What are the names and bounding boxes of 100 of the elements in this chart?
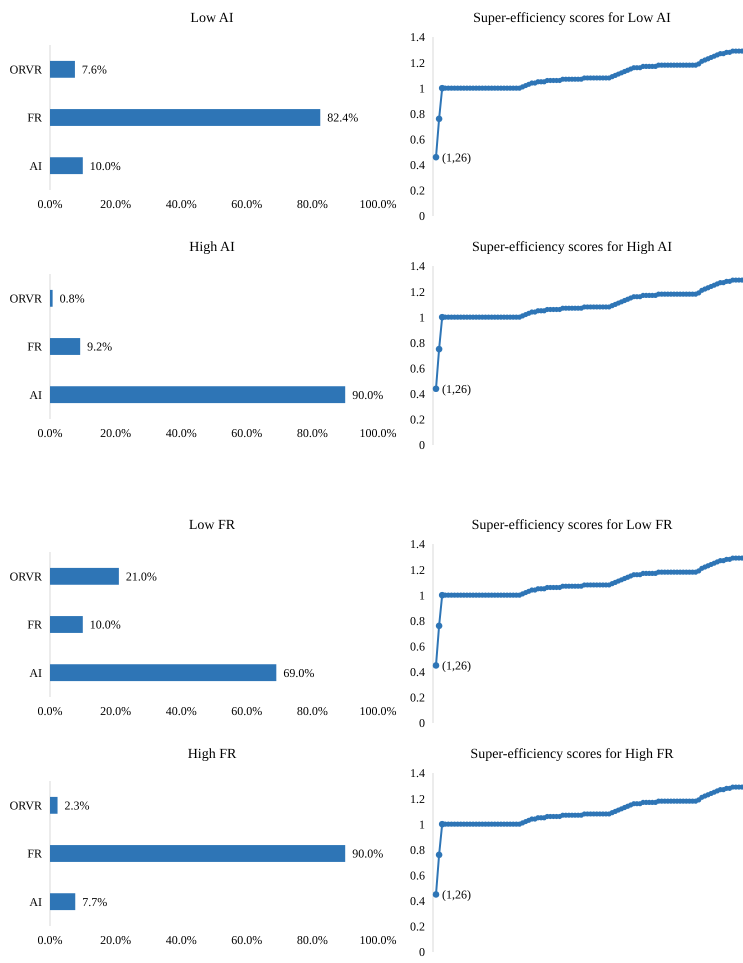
x-tick-label: 20.0% — [100, 197, 132, 211]
x-tick-label: 80.0% — [296, 933, 328, 947]
x-tick-label: 20.0% — [100, 704, 132, 718]
bar — [50, 845, 346, 862]
data-label: 7.6% — [82, 62, 107, 77]
y-tick-label: 0.8 — [410, 842, 425, 857]
x-tick-label: 60.0% — [231, 704, 262, 718]
y-tick-label: 1 — [419, 588, 425, 602]
annotation: (1,26) — [442, 888, 471, 902]
x-tick-label: 100.0% — [360, 197, 396, 211]
y-tick-label: FR — [27, 110, 42, 125]
data-label: 0.8% — [60, 292, 85, 306]
y-tick-label: 1.4 — [410, 537, 425, 552]
y-tick-label: 0.6 — [410, 361, 425, 376]
y-tick-label: AI — [29, 158, 42, 173]
y-tick-label: 0.6 — [410, 639, 425, 654]
chart-title: Super-efficiency scores for High AI — [472, 240, 672, 255]
x-tick-label: 20.0% — [100, 933, 132, 947]
chart-title: High AI — [189, 240, 236, 255]
y-tick-label: 1 — [419, 817, 425, 832]
bar — [50, 568, 119, 585]
y-tick-label: AI — [29, 388, 42, 402]
y-tick-label: 1.4 — [410, 30, 425, 44]
y-tick-label: 1.2 — [410, 284, 425, 299]
chart-title: Low FR — [188, 518, 236, 533]
annotation: (1,26) — [442, 382, 471, 396]
y-tick-label: ORVR — [10, 570, 42, 584]
y-tick-label: 1.4 — [410, 259, 425, 274]
y-tick-label: 0 — [419, 945, 425, 960]
y-tick-label: 1.2 — [410, 56, 425, 70]
x-tick-label: 0.0% — [38, 426, 62, 440]
annotation: (1,26) — [442, 658, 471, 673]
y-tick-label: AI — [29, 666, 42, 680]
x-tick-label: 40.0% — [166, 933, 197, 947]
bar — [50, 796, 58, 814]
x-tick-label: 0.0% — [38, 197, 62, 211]
x-tick-label: 0.0% — [38, 933, 62, 947]
y-tick-label: FR — [27, 846, 42, 861]
x-tick-label: 80.0% — [296, 704, 328, 718]
data-label: 82.4% — [327, 110, 358, 125]
y-tick-label: FR — [27, 618, 42, 632]
y-tick-label: 0.6 — [410, 132, 425, 146]
bar — [50, 290, 53, 307]
y-tick-label: 0.8 — [410, 336, 425, 350]
y-tick-label: 0 — [419, 716, 425, 730]
data-label: 7.7% — [82, 894, 108, 909]
y-tick-label: 0.4 — [410, 665, 425, 680]
bar — [50, 616, 83, 633]
x-tick-label: 60.0% — [231, 197, 262, 211]
chart-title: High FR — [188, 747, 237, 762]
data-label: 10.0% — [90, 618, 121, 632]
y-tick-label: 0.2 — [410, 184, 425, 198]
x-tick-label: 40.0% — [166, 426, 197, 440]
x-tick-label: 60.0% — [231, 426, 262, 440]
y-tick-label: 1 — [419, 310, 425, 324]
data-label: 9.2% — [87, 340, 112, 354]
x-tick-label: 40.0% — [166, 197, 197, 211]
y-tick-label: 0.8 — [410, 106, 425, 121]
x-tick-label: 20.0% — [100, 426, 132, 440]
bar — [50, 60, 75, 78]
x-tick-label: 100.0% — [360, 704, 396, 718]
data-label: 10.0% — [90, 158, 121, 173]
bar — [50, 338, 80, 355]
chart-title: Super-efficiency scores for Low AI — [473, 11, 672, 26]
y-tick-label: 0.6 — [410, 868, 425, 882]
data-label: 21.0% — [126, 570, 157, 584]
y-tick-label: FR — [27, 340, 42, 354]
x-tick-label: 80.0% — [296, 426, 328, 440]
x-tick-label: 60.0% — [231, 933, 262, 947]
data-label: 2.3% — [64, 798, 90, 813]
bar — [50, 386, 346, 404]
chart-title: Super-efficiency scores for Low FR — [472, 518, 674, 533]
bar — [50, 664, 276, 682]
data-label: 69.0% — [283, 666, 314, 680]
y-tick-label: 0.8 — [410, 614, 425, 628]
annotation: (1,26) — [442, 150, 471, 164]
data-label: 90.0% — [352, 388, 384, 402]
y-tick-label: 0.2 — [410, 690, 425, 705]
y-tick-label: 0 — [419, 438, 425, 452]
x-tick-label: 0.0% — [38, 704, 62, 718]
x-tick-label: 40.0% — [166, 704, 197, 718]
y-tick-label: 1.2 — [410, 562, 425, 577]
y-tick-label: 0 — [419, 209, 425, 224]
y-tick-label: 1.4 — [410, 766, 425, 780]
y-tick-label: 1.2 — [410, 792, 425, 806]
y-tick-label: ORVR — [10, 62, 42, 77]
x-tick-label: 100.0% — [360, 426, 396, 440]
y-tick-label: 1 — [419, 81, 425, 96]
bar — [50, 109, 320, 126]
y-tick-label: 0.4 — [410, 387, 425, 402]
y-tick-label: ORVR — [10, 292, 42, 306]
y-tick-label: 0.4 — [410, 158, 425, 172]
x-tick-label: 100.0% — [360, 933, 396, 947]
bar — [50, 893, 76, 910]
x-tick-label: 80.0% — [296, 197, 328, 211]
data-label: 90.0% — [352, 846, 384, 861]
y-tick-label: 0.2 — [410, 920, 425, 934]
bar — [50, 157, 83, 174]
chart-title: Super-efficiency scores for High FR — [470, 747, 674, 762]
y-tick-label: 0.4 — [410, 894, 425, 908]
